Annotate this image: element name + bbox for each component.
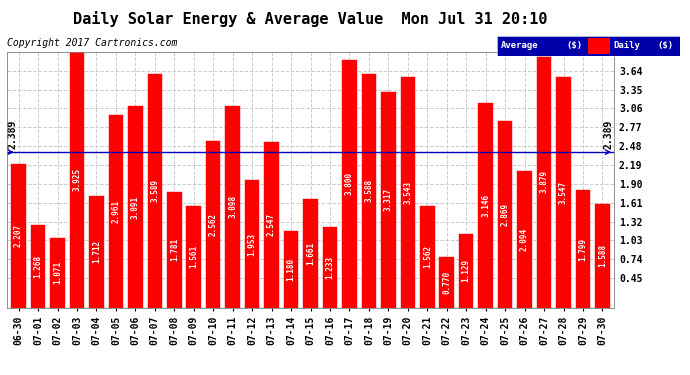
Text: 1.561: 1.561	[189, 245, 198, 268]
Bar	[595, 204, 610, 308]
Text: 3.091: 3.091	[131, 195, 140, 219]
Text: 2.961: 2.961	[111, 200, 120, 223]
Text: 2.389: 2.389	[603, 120, 613, 149]
Text: 1.712: 1.712	[92, 240, 101, 263]
Bar	[50, 238, 65, 308]
Text: Daily Solar Energy & Average Value  Mon Jul 31 20:10: Daily Solar Energy & Average Value Mon J…	[73, 11, 548, 27]
Text: 2.094: 2.094	[520, 228, 529, 251]
Bar	[264, 142, 279, 308]
Text: 2.562: 2.562	[208, 213, 217, 236]
Bar	[440, 257, 454, 307]
Text: 0.770: 0.770	[442, 271, 451, 294]
Bar	[31, 225, 46, 308]
Bar	[245, 180, 259, 308]
Text: 1.071: 1.071	[53, 261, 62, 284]
Bar	[303, 200, 318, 308]
Text: 3.317: 3.317	[384, 188, 393, 211]
Text: 3.146: 3.146	[481, 194, 490, 217]
Text: 2.869: 2.869	[501, 202, 510, 226]
Text: 1.588: 1.588	[598, 244, 607, 267]
Bar	[556, 77, 571, 308]
FancyBboxPatch shape	[588, 38, 610, 54]
Text: 1.781: 1.781	[170, 238, 179, 261]
Text: 3.547: 3.547	[559, 181, 568, 204]
Text: ($): ($)	[658, 42, 674, 51]
Text: 1.129: 1.129	[462, 259, 471, 282]
Text: 3.589: 3.589	[150, 179, 159, 203]
Text: 1.180: 1.180	[286, 258, 295, 280]
Bar	[362, 74, 376, 307]
Bar	[537, 55, 551, 308]
Text: 3.800: 3.800	[345, 172, 354, 195]
Bar	[497, 121, 513, 308]
Text: 1.799: 1.799	[578, 237, 587, 261]
Text: 3.879: 3.879	[540, 170, 549, 193]
Bar	[89, 196, 104, 308]
Text: 1.661: 1.661	[306, 242, 315, 265]
Text: 2.389: 2.389	[8, 120, 18, 149]
Bar	[206, 141, 221, 308]
Bar	[420, 206, 435, 308]
Bar	[518, 171, 532, 308]
Bar	[186, 206, 201, 308]
Bar	[323, 227, 337, 308]
Text: 3.588: 3.588	[364, 179, 373, 203]
Text: 3.098: 3.098	[228, 195, 237, 218]
Text: 3.925: 3.925	[72, 168, 81, 191]
Bar	[128, 106, 143, 308]
Text: 1.562: 1.562	[423, 245, 432, 268]
Text: Daily: Daily	[614, 42, 641, 51]
Text: 3.543: 3.543	[404, 181, 413, 204]
Bar	[148, 74, 162, 308]
Text: Copyright 2017 Cartronics.com: Copyright 2017 Cartronics.com	[7, 38, 177, 48]
Text: 1.268: 1.268	[34, 255, 43, 278]
Text: 1.233: 1.233	[326, 256, 335, 279]
Text: ($): ($)	[566, 42, 582, 51]
Bar	[381, 92, 395, 308]
Bar	[342, 60, 357, 308]
Text: 2.207: 2.207	[14, 224, 23, 247]
Bar	[70, 52, 84, 308]
Bar	[226, 106, 240, 307]
Text: 1.953: 1.953	[248, 232, 257, 255]
Bar	[478, 103, 493, 308]
Text: Average: Average	[500, 42, 538, 51]
Bar	[11, 164, 26, 308]
Bar	[284, 231, 298, 308]
Bar	[167, 192, 181, 308]
Bar	[400, 77, 415, 308]
Bar	[575, 190, 590, 308]
Bar	[459, 234, 473, 308]
Bar	[108, 115, 124, 308]
Text: 2.547: 2.547	[267, 213, 276, 236]
